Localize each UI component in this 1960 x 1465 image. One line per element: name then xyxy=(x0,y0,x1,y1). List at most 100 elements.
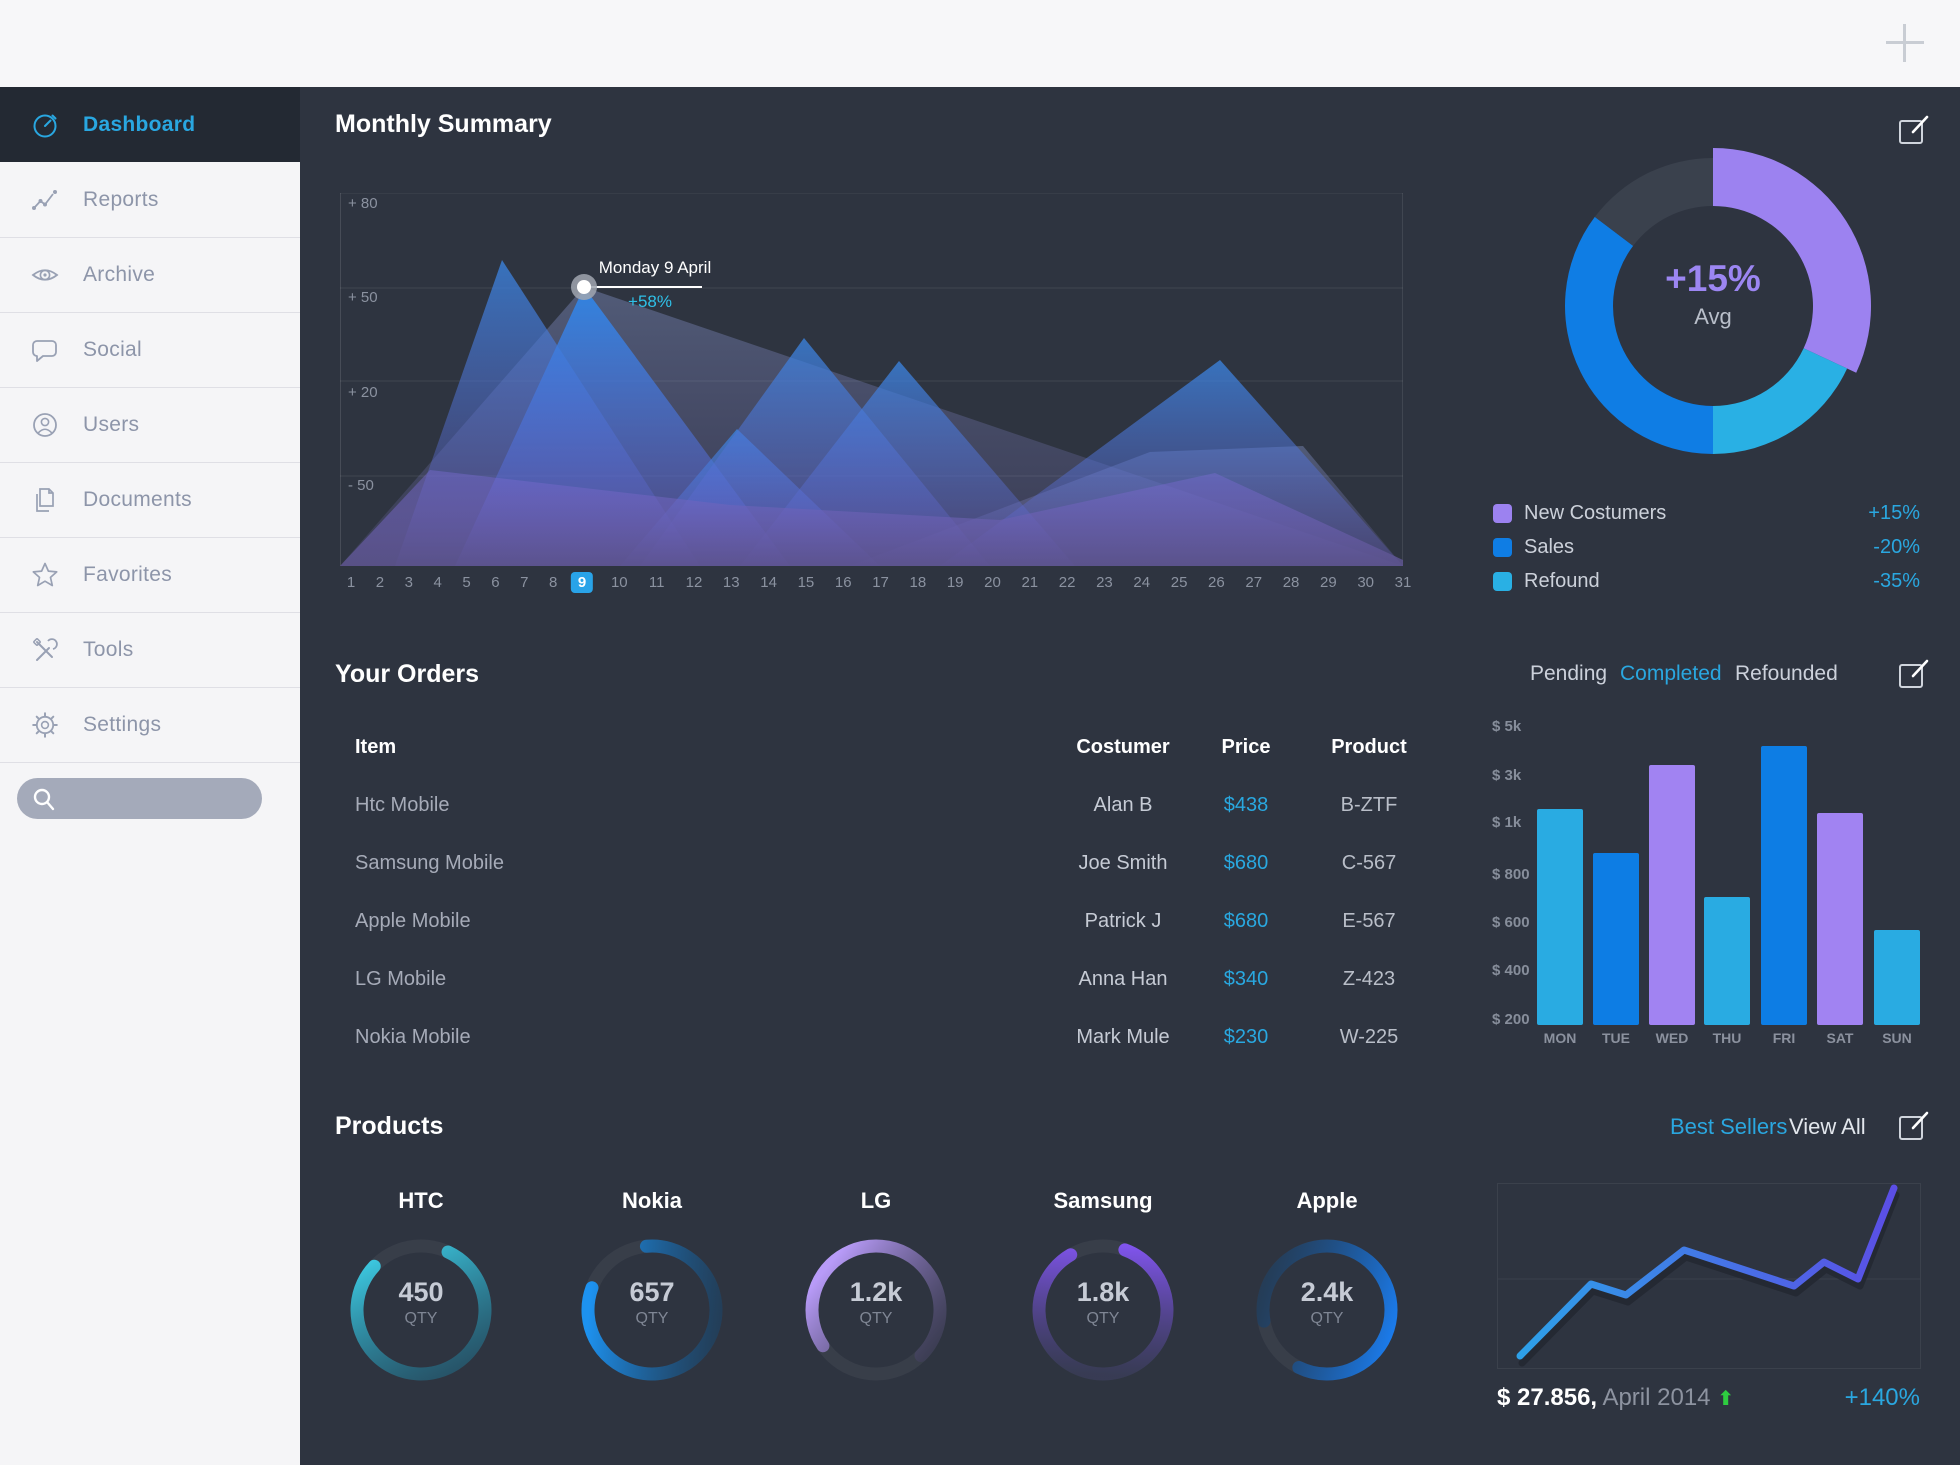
bar-x-label: SUN xyxy=(1882,1030,1912,1046)
bar-x-label: MON xyxy=(1543,1030,1577,1046)
x-axis-day: 10 xyxy=(610,574,628,591)
svg-text:+ 50: + 50 xyxy=(348,289,378,306)
legend-row-new-costumers: New Costumers +15% xyxy=(1493,502,1920,526)
legend-swatch xyxy=(1493,504,1512,523)
bar-wed xyxy=(1649,765,1695,1025)
order-item: Htc Mobile xyxy=(355,794,450,816)
x-axis-day: 17 xyxy=(872,574,889,591)
order-product: B-ZTF xyxy=(1340,794,1398,816)
monthly-summary-area-chart: + 80 + 50 + 20 - 50 xyxy=(340,192,1403,566)
order-item: Nokia Mobile xyxy=(355,1026,471,1048)
order-product: W-225 xyxy=(1339,1026,1399,1048)
sidebar-item-users[interactable]: Users xyxy=(0,387,300,463)
sidebar: Dashboard Reports Archive Social Users Docume… xyxy=(0,87,300,1465)
best-sellers-line-chart xyxy=(1497,1183,1921,1369)
x-axis-day: 4 xyxy=(433,574,442,591)
tab-view-all[interactable]: View All xyxy=(1789,1114,1866,1139)
gear-icon xyxy=(30,710,60,740)
x-axis-day: 21 xyxy=(1021,574,1039,591)
order-price: $680 xyxy=(1223,852,1269,874)
x-axis-day: 11 xyxy=(648,574,665,591)
svg-text:- 50: - 50 xyxy=(348,477,374,494)
order-price: $340 xyxy=(1223,968,1269,990)
eye-icon xyxy=(30,260,60,290)
product-name-apple: Apple xyxy=(1296,1188,1358,1213)
bar-mon xyxy=(1537,809,1583,1025)
add-icon[interactable] xyxy=(1886,24,1924,62)
legend-value: -20% xyxy=(1873,536,1920,558)
user-icon xyxy=(30,410,60,440)
bar-thu xyxy=(1704,897,1750,1025)
sidebar-item-tools[interactable]: Tools xyxy=(0,612,300,688)
order-item: Samsung Mobile xyxy=(355,852,504,874)
sidebar-item-favorites[interactable]: Favorites xyxy=(0,537,300,613)
x-axis-day: 25 xyxy=(1170,574,1188,591)
bar-y-tick: $ 200 xyxy=(1492,1011,1530,1028)
bar-x-label: WED xyxy=(1655,1030,1689,1046)
tab-best-sellers[interactable]: Best Sellers xyxy=(1670,1114,1788,1139)
bar-x-label: THU xyxy=(1712,1030,1742,1046)
clock-icon xyxy=(30,110,60,140)
edit-summary-icon[interactable] xyxy=(1898,114,1930,146)
x-axis-day: 1 xyxy=(346,574,356,591)
sidebar-item-label: Settings xyxy=(83,712,162,736)
sidebar-item-archive[interactable]: Archive xyxy=(0,237,300,313)
sidebar-item-social[interactable]: Social xyxy=(0,312,300,388)
orders-header-price: Price xyxy=(1221,736,1271,758)
x-axis-day-selected[interactable]: 9 xyxy=(570,572,594,593)
legend-label: Sales xyxy=(1524,536,1575,558)
star-icon xyxy=(30,560,60,590)
sidebar-item-dashboard[interactable]: Dashboard xyxy=(0,87,300,162)
products-title: Products xyxy=(335,1112,444,1140)
sidebar-item-reports[interactable]: Reports xyxy=(0,162,300,238)
sales-period: April 2014 xyxy=(1602,1384,1711,1411)
product-name-lg: LG xyxy=(860,1188,892,1213)
monthly-summary-title: Monthly Summary xyxy=(335,110,552,138)
legend-row-refound: Refound -35% xyxy=(1493,570,1920,594)
legend-swatch xyxy=(1493,538,1512,557)
x-axis-day: 27 xyxy=(1245,574,1263,591)
bar-y-tick: $ 1k xyxy=(1492,814,1522,831)
x-axis-day: 29 xyxy=(1320,574,1337,591)
orders-header-product: Product xyxy=(1331,736,1407,758)
legend-label: New Costumers xyxy=(1524,502,1667,524)
bar-y-tick: $ 5k xyxy=(1492,718,1522,735)
bar-y-tick: $ 800 xyxy=(1492,866,1530,883)
chat-icon xyxy=(30,335,60,365)
tools-icon xyxy=(30,635,60,665)
legend-row-sales: Sales -20% xyxy=(1493,536,1920,560)
edit-orders-chart-icon[interactable] xyxy=(1898,658,1930,690)
sidebar-item-label: Favorites xyxy=(83,562,173,586)
tab-refounded[interactable]: Refounded xyxy=(1735,662,1838,685)
order-price: $680 xyxy=(1223,910,1269,932)
area-chart-x-axis: 1 2 3 4 5 6 7 8 9 10 11 12 13 14 15 16 17 18 19 20 21 22 23 24 2… xyxy=(0,571,1960,597)
trend-icon xyxy=(30,185,60,215)
x-axis-day: 18 xyxy=(909,574,927,591)
product-gauge-apple xyxy=(1242,1225,1412,1395)
bar-y-tick: $ 3k xyxy=(1492,767,1522,784)
x-axis-day: 8 xyxy=(548,574,558,591)
order-costumer: Joe Smith xyxy=(1078,852,1168,874)
x-axis-day: 28 xyxy=(1282,574,1300,591)
x-axis-day: 7 xyxy=(520,574,529,591)
order-product: C-567 xyxy=(1341,852,1397,874)
sidebar-item-label: Tools xyxy=(83,637,134,661)
product-gauge-samsung xyxy=(1018,1225,1188,1395)
bar-x-label: SAT xyxy=(1826,1030,1854,1046)
bar-y-tick: $ 400 xyxy=(1492,962,1530,979)
x-axis-day: 24 xyxy=(1133,574,1151,591)
sidebar-item-documents[interactable]: Documents xyxy=(0,462,300,538)
x-axis-day: 14 xyxy=(760,574,777,591)
tab-pending[interactable]: Pending xyxy=(1530,662,1608,685)
your-orders-title: Your Orders xyxy=(335,660,480,688)
order-price: $230 xyxy=(1223,1026,1269,1048)
sidebar-item-settings[interactable]: Settings xyxy=(0,687,300,763)
x-axis-day: 23 xyxy=(1096,574,1113,591)
tab-completed[interactable]: Completed xyxy=(1620,662,1722,685)
order-price: $438 xyxy=(1223,794,1269,816)
search-input[interactable] xyxy=(17,778,262,819)
product-gauge-htc xyxy=(336,1225,506,1395)
bar-x-label: TUE xyxy=(1602,1030,1630,1046)
x-axis-day: 30 xyxy=(1357,574,1375,591)
edit-best-sellers-icon[interactable] xyxy=(1898,1110,1930,1142)
